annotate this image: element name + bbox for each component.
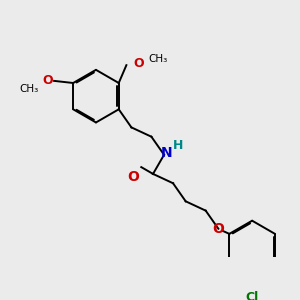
Text: O: O <box>43 74 53 87</box>
Text: N: N <box>161 146 173 160</box>
Text: H: H <box>173 139 183 152</box>
Text: O: O <box>212 222 224 236</box>
Text: Cl: Cl <box>245 291 259 300</box>
Text: CH₃: CH₃ <box>148 54 168 64</box>
Text: CH₃: CH₃ <box>20 83 39 94</box>
Text: O: O <box>127 170 139 184</box>
Text: O: O <box>133 57 144 70</box>
